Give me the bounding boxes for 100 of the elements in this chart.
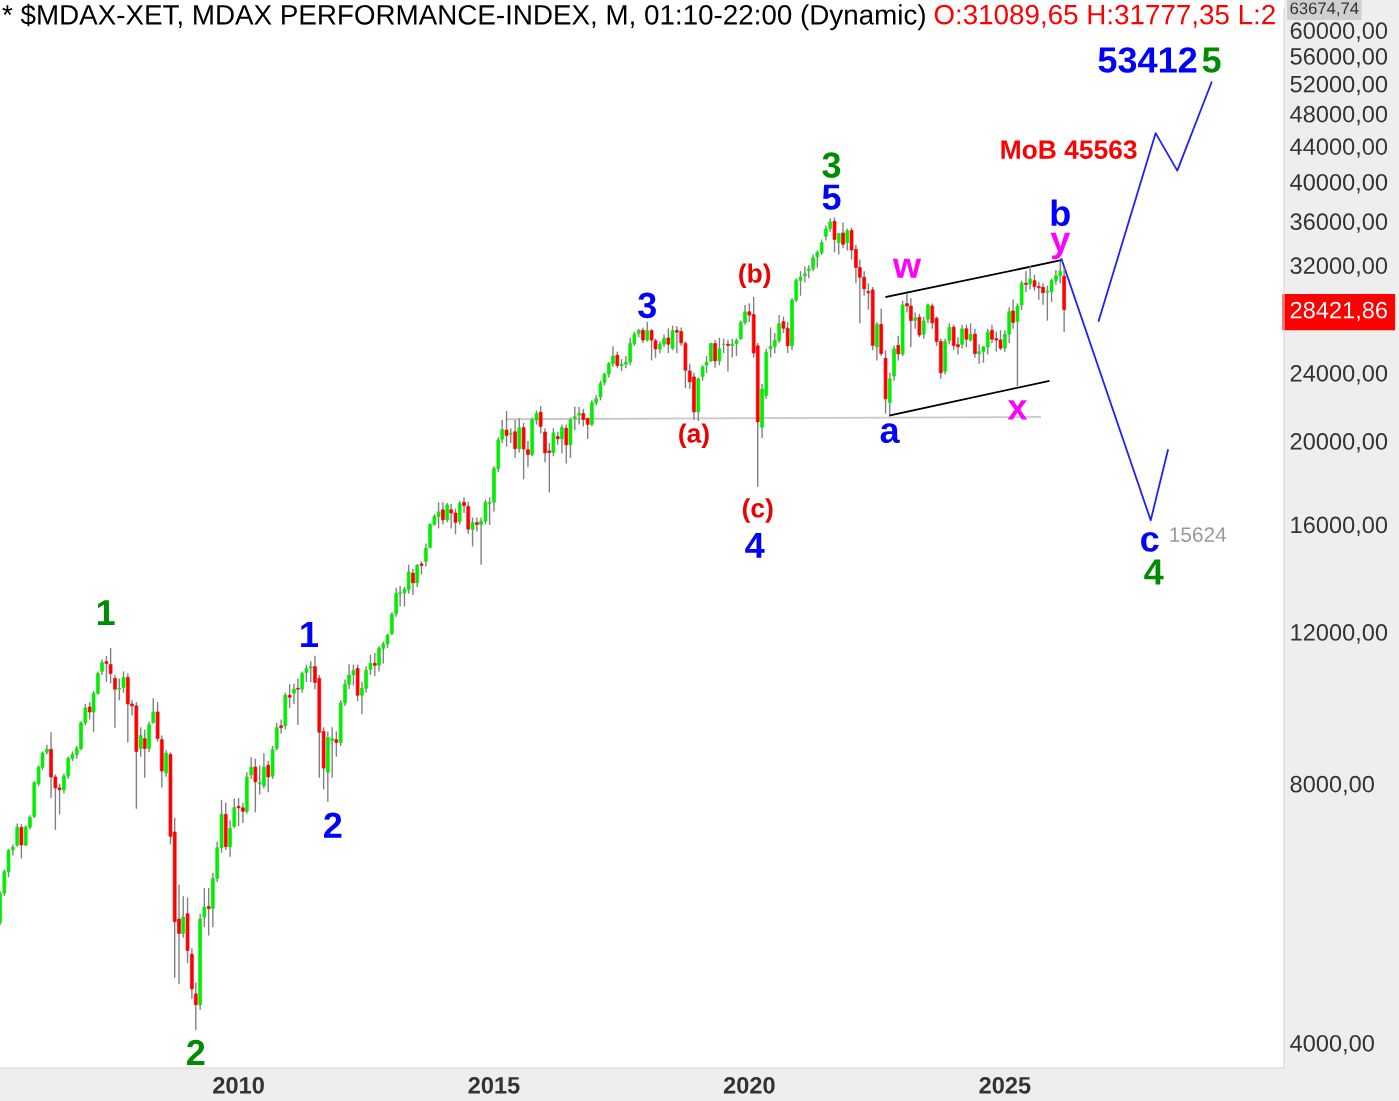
candlestick	[951, 323, 956, 351]
candlestick	[1028, 265, 1032, 291]
candlestick	[670, 324, 675, 351]
candlestick	[538, 405, 543, 435]
candlestick	[279, 718, 283, 735]
chart-title: * $MDAX-XET, MDAX PERFORMANCE-INDEX, M, 01:10-22:00 (Dynamic)	[2, 3, 925, 31]
annotation: 5	[1202, 47, 1221, 73]
candlestick	[713, 339, 717, 369]
candlestick	[777, 314, 781, 344]
y-tick-label: 28421,86	[1290, 301, 1387, 322]
annotation: 3	[822, 152, 841, 178]
candlestick	[675, 325, 679, 354]
annotation: y	[1050, 232, 1071, 260]
candlestick	[351, 663, 356, 687]
y-tick-label: 12000,00	[1291, 624, 1388, 644]
candlestick	[257, 764, 262, 796]
candlestick	[206, 887, 211, 937]
candlestick	[308, 660, 313, 683]
candlestick	[649, 328, 654, 362]
candlestick	[543, 427, 547, 463]
candlestick	[108, 647, 113, 685]
candlestick	[236, 797, 241, 827]
annotation: c	[1141, 531, 1159, 552]
candlestick	[504, 410, 509, 448]
candlestick	[1024, 270, 1028, 293]
candlestick	[717, 337, 722, 366]
y-tick-label: 36000,00	[1290, 213, 1388, 233]
candlestick	[436, 501, 441, 530]
x-tick-label: 2025	[979, 1076, 1031, 1094]
candlestick	[19, 823, 24, 860]
candlestick	[985, 328, 990, 356]
y-tick-label: 32000,00	[1290, 257, 1388, 277]
annotation: a	[880, 423, 900, 444]
y-tick-label: 60000,00	[1290, 22, 1388, 42]
annotation: 3	[638, 292, 656, 319]
candlestick	[628, 337, 632, 366]
candlestick	[577, 406, 581, 426]
candlestick	[296, 677, 300, 726]
candlestick	[917, 313, 922, 338]
candlestick	[113, 674, 117, 729]
candlestick	[585, 416, 590, 440]
annotation: 15624	[1170, 527, 1227, 543]
annotation: x	[1007, 400, 1028, 420]
candlestick	[377, 645, 381, 673]
candlestick	[730, 337, 735, 359]
candlestick	[768, 326, 773, 359]
candlestick	[513, 419, 517, 459]
candlestick	[964, 323, 969, 348]
y-tick-label: 52000,00	[1290, 75, 1388, 96]
annotation: 5	[822, 184, 841, 210]
candlestick	[875, 321, 879, 362]
candlestick	[457, 500, 462, 526]
y-tick-label: 63674,74	[1290, 2, 1359, 17]
candlestick	[470, 516, 475, 548]
y-tick-label: 24000,00	[1290, 364, 1388, 385]
y-tick-label: 48000,00	[1290, 105, 1388, 126]
candlestick	[287, 683, 292, 709]
candlestick	[560, 423, 564, 455]
y-tick-label: 44000,00	[1290, 138, 1388, 158]
candlestick	[517, 417, 522, 454]
x-tick-label: 2015	[468, 1076, 520, 1094]
y-tick-label: 20000,00	[1290, 433, 1388, 453]
annotation: 1	[97, 600, 115, 626]
candlestick	[564, 423, 569, 465]
annotation: 4	[1144, 559, 1164, 585]
candlestick	[142, 728, 147, 779]
annotation: (a)	[679, 423, 709, 448]
y-tick-label: 4000,00	[1290, 1034, 1374, 1055]
x-tick-label: 2020	[723, 1076, 775, 1094]
candlestick	[117, 677, 122, 701]
candlestick	[521, 422, 526, 481]
annotation: (c)	[742, 498, 773, 523]
y-tick-label: 40000,00	[1290, 173, 1388, 194]
candlestick	[998, 329, 1003, 351]
annotation: (b)	[739, 263, 771, 289]
candlestick	[475, 516, 479, 533]
annotation: w	[892, 258, 922, 278]
candlestick	[726, 339, 730, 373]
candlestick	[841, 221, 845, 249]
candlestick	[441, 501, 445, 526]
y-tick-label: 56000,00	[1290, 48, 1388, 68]
candlestick	[666, 327, 671, 354]
candlestick	[411, 568, 415, 596]
annotation: 2	[324, 812, 342, 838]
y-tick-label: 8000,00	[1290, 775, 1374, 796]
candlestick	[372, 652, 377, 678]
annotation: 2	[187, 1039, 205, 1066]
annotation: 53412	[1098, 47, 1197, 73]
candlestick	[785, 321, 790, 354]
annotation: MoB 45563	[1001, 140, 1137, 160]
candlestick	[590, 399, 594, 428]
candlestick	[330, 726, 334, 779]
candlestick	[909, 297, 913, 348]
y-tick-label: 16000,00	[1291, 516, 1388, 537]
candlestick	[253, 758, 258, 814]
candlestick	[1041, 282, 1045, 306]
annotation: b	[1051, 199, 1070, 227]
annotation: 4	[745, 532, 765, 558]
candlestick	[406, 563, 411, 595]
candlestick	[466, 501, 471, 535]
